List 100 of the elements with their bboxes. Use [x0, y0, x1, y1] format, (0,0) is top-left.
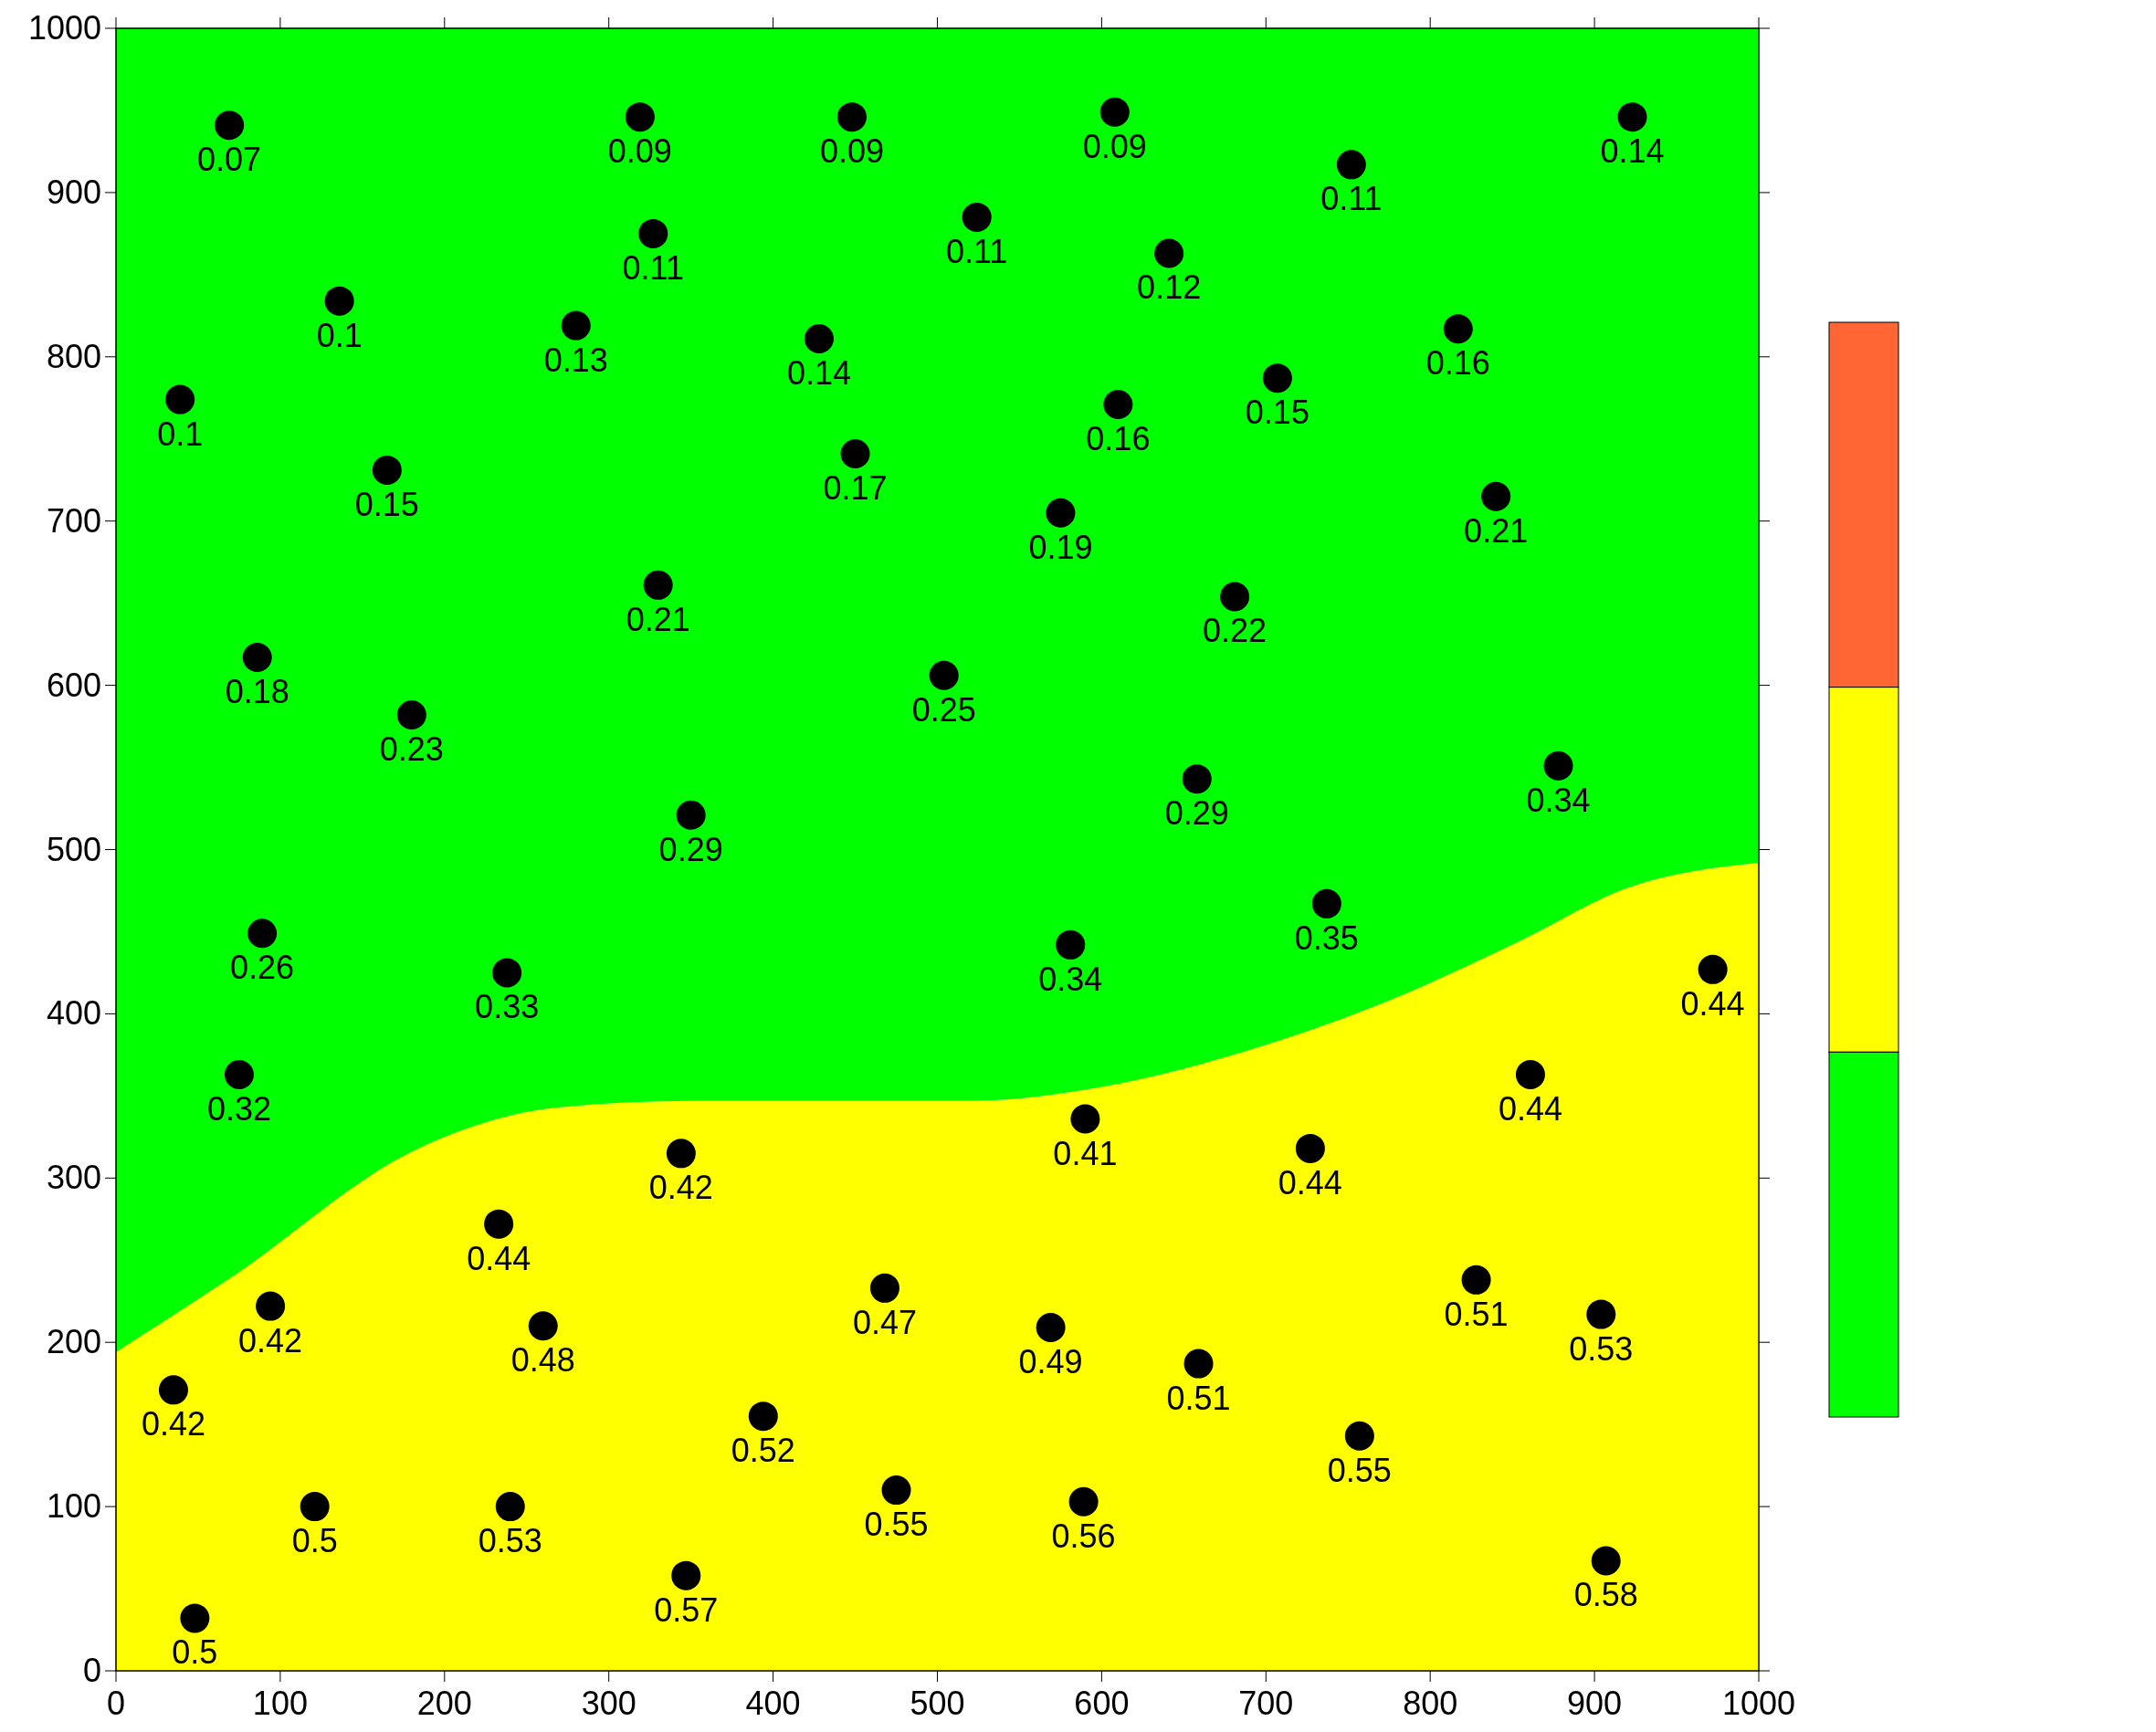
y-tick-label: 300 [46, 1159, 101, 1197]
point [881, 1475, 911, 1506]
point [484, 1209, 514, 1239]
point [1182, 764, 1212, 794]
annotation: 0.1 [157, 415, 204, 453]
annotation: 0.41 [1053, 1134, 1118, 1172]
point [1543, 751, 1573, 781]
point [1262, 363, 1292, 394]
annotation: 0.17 [823, 468, 888, 507]
point [372, 455, 402, 485]
point [247, 918, 278, 949]
annotation: 0.14 [1600, 132, 1665, 171]
point [495, 1492, 525, 1522]
point [1154, 238, 1184, 268]
point [1103, 389, 1133, 419]
annotation: 0.47 [852, 1303, 917, 1341]
point [561, 310, 591, 341]
annotation: 0.42 [648, 1169, 713, 1207]
point [256, 1291, 286, 1321]
point [1070, 1104, 1100, 1134]
annotation: 0.53 [1569, 1329, 1634, 1368]
point [1311, 888, 1341, 918]
y-tick-label: 400 [46, 994, 101, 1033]
x-tick-label: 1000 [1721, 1685, 1796, 1722]
annotation: 0.29 [658, 830, 723, 868]
x-tick-label: 400 [745, 1685, 801, 1722]
annotation: 0.18 [225, 673, 289, 711]
annotation: 0.09 [1082, 127, 1147, 165]
point [804, 324, 834, 354]
annotation: 0.16 [1086, 419, 1151, 457]
point [1586, 1299, 1616, 1329]
annotation: 0.29 [1164, 794, 1229, 833]
annotation: 0.57 [654, 1590, 719, 1629]
point [1591, 1546, 1621, 1576]
annotation: 0.26 [230, 949, 295, 987]
point [1295, 1133, 1325, 1163]
point [224, 1059, 254, 1089]
annotation: 0.12 [1137, 268, 1202, 307]
point [1481, 481, 1511, 511]
point [1068, 1486, 1099, 1517]
annotation: 0.42 [141, 1405, 205, 1443]
annotation: 0.5 [291, 1522, 338, 1560]
x-tick-label: 800 [1403, 1685, 1458, 1722]
y-tick-label: 700 [46, 501, 101, 540]
point [1056, 929, 1086, 960]
point [625, 102, 655, 132]
annotation: 0.1 [316, 316, 363, 354]
point [492, 958, 522, 988]
point [1220, 582, 1250, 612]
annotation: 0.32 [206, 1089, 271, 1128]
annotation: 0.09 [607, 132, 672, 171]
annotation: 0.21 [626, 600, 690, 638]
annotation: 0.22 [1203, 612, 1267, 650]
annotation: 0.34 [1526, 781, 1591, 819]
point [929, 660, 959, 690]
annotation: 0.51 [1166, 1379, 1231, 1417]
annotation: 0.25 [911, 690, 976, 729]
annotation: 0.33 [475, 988, 540, 1026]
y-tick-label: 900 [46, 173, 101, 211]
annotation: 0.51 [1444, 1295, 1509, 1333]
point [180, 1603, 210, 1633]
y-tick-label: 600 [46, 666, 101, 704]
point [643, 570, 673, 600]
annotation: 0.15 [354, 485, 419, 523]
point [1461, 1265, 1491, 1295]
annotation: 0.35 [1294, 918, 1359, 957]
point [1046, 498, 1076, 528]
point [869, 1273, 899, 1303]
annotation: 0.56 [1051, 1517, 1116, 1555]
point [1336, 150, 1366, 180]
y-tick-label: 200 [46, 1323, 101, 1361]
annotation: 0.49 [1018, 1343, 1083, 1381]
annotation: 0.19 [1028, 528, 1093, 566]
point [1183, 1349, 1214, 1379]
point [165, 384, 195, 415]
annotation: 0.48 [510, 1341, 575, 1380]
annotation: 0.09 [819, 132, 884, 171]
y-tick-label: 800 [46, 337, 101, 375]
annotation: 0.42 [238, 1321, 303, 1359]
annotation: 0.16 [1425, 344, 1490, 383]
x-tick-label: 900 [1567, 1685, 1623, 1722]
point [666, 1139, 696, 1169]
point [1344, 1421, 1374, 1451]
annotation: 0.53 [478, 1522, 542, 1560]
y-tick-label: 500 [46, 830, 101, 868]
annotation: 0.52 [731, 1432, 795, 1470]
point [324, 286, 354, 316]
annotation: 0.5 [172, 1633, 218, 1672]
annotation: 0.21 [1464, 511, 1529, 550]
annotation: 0.11 [945, 232, 1008, 270]
point [748, 1401, 778, 1432]
point [300, 1492, 330, 1522]
x-tick-label: 300 [581, 1685, 636, 1722]
annotation: 0.07 [197, 141, 262, 179]
point [962, 202, 992, 232]
point [676, 800, 706, 830]
point [836, 102, 867, 132]
point [1099, 97, 1130, 127]
point [1443, 314, 1473, 344]
annotation: 0.55 [1327, 1451, 1392, 1489]
